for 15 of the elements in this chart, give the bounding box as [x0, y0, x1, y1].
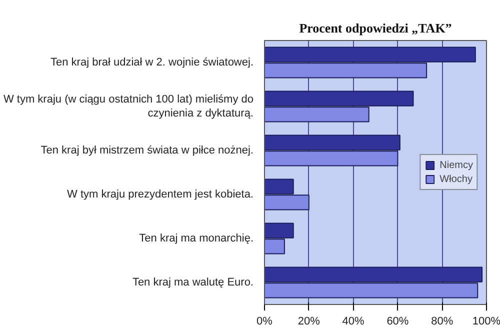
y-tick-label: Ten kraj ma monarchię. — [139, 232, 254, 244]
x-tick-label: 60% — [386, 316, 409, 328]
legend-label: Niemcy — [440, 159, 473, 171]
x-tick-label: 20% — [298, 316, 320, 328]
x-tick-label: 100% — [472, 316, 500, 328]
legend-label: Włochy — [440, 173, 472, 185]
x-tick-label: 40% — [342, 316, 365, 328]
y-tick-label: Ten kraj był mistrzem świata w piłce nożnej. — [40, 144, 254, 156]
y-tick-label: Ten kraj brał udział w 2. wojnie światowej. — [50, 56, 254, 68]
x-tick-label: 0% — [256, 316, 273, 328]
x-tick-label: 80% — [431, 316, 454, 328]
chart-title: Procent odpowiedzi „TAK” — [299, 20, 452, 36]
y-tick-label: Ten kraj ma walutę Euro. — [132, 276, 254, 288]
y-tick-label: W tym kraju prezydentem jest kobieta. — [67, 188, 254, 200]
y-tick-label: W tym kraju (w ciągu ostatnich 100 lat) mieliśmy do czynienia z dyktaturą. — [3, 93, 254, 120]
